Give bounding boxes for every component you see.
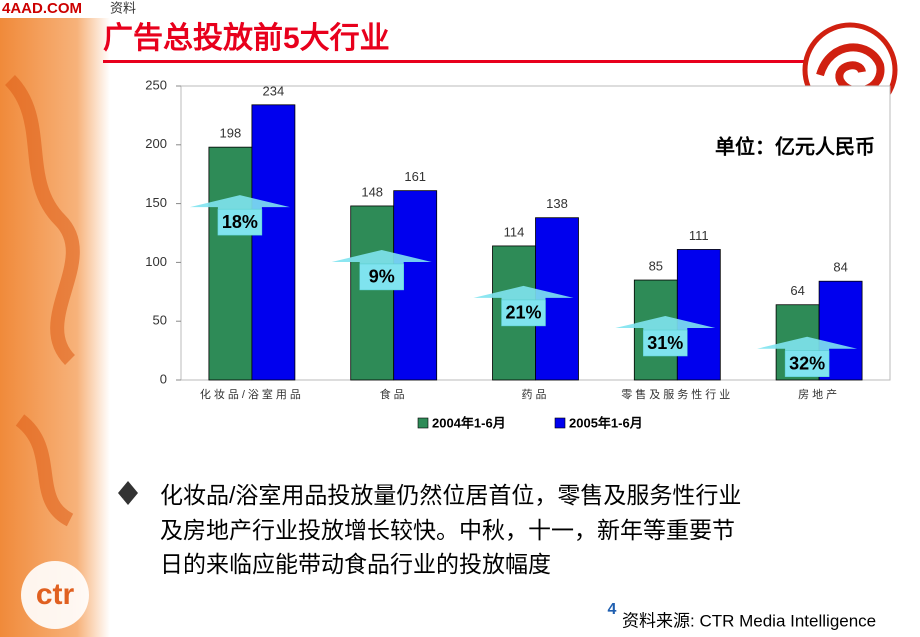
value-label: 85 (649, 258, 663, 273)
x-tick-label: 零售及服务性行业 (621, 387, 733, 401)
slide-title: 广告总投放前5大行业 (103, 22, 390, 55)
growth-label: 32% (789, 353, 825, 373)
growth-box (643, 329, 688, 357)
growth-box (784, 350, 830, 377)
x-tick-label: 食品 (380, 387, 408, 401)
growth-box (501, 299, 546, 327)
value-label: 111 (689, 228, 709, 243)
value-label: 64 (790, 283, 804, 298)
value-label: 84 (833, 260, 847, 275)
y-tick-label: 0 (160, 371, 167, 386)
unit-label: 单位：亿元人民币 (715, 134, 875, 158)
bar (350, 205, 395, 381)
x-tick-label: 药品 (522, 388, 550, 401)
bar (208, 146, 253, 381)
page-number: 4 (608, 601, 617, 618)
x-tick-label: 房地产 (798, 387, 840, 401)
value-label: 148 (361, 184, 383, 199)
side-pattern (4, 75, 80, 527)
source-note: 资料来源: CTR Media Intelligence (622, 611, 876, 630)
growth-label: 21% (505, 303, 541, 323)
value-label: 114 (504, 224, 525, 239)
y-tick-label: 100 (145, 254, 167, 269)
y-tick-label: 200 (145, 136, 167, 151)
y-tick-label: 250 (145, 77, 167, 92)
value-label: 234 (263, 83, 285, 98)
bullet-icon (118, 481, 138, 505)
growth-label: 18% (222, 212, 258, 232)
bullet-text: 及房地产行业投放增长较快。中秋，十一，新年等重要节 (160, 517, 735, 543)
bar (676, 249, 721, 381)
logo-bg (0, 0, 140, 18)
x-tick-label: 化妆品/浴室用品 (200, 387, 304, 401)
title-rule (103, 60, 823, 63)
value-label: 138 (546, 196, 568, 211)
value-label: 161 (404, 169, 426, 184)
bullet-text: 日的来临应能带动食品行业的投放幅度 (160, 551, 551, 577)
brand-logo-text: ctr (36, 578, 75, 611)
bar (535, 217, 579, 381)
growth-box (217, 208, 263, 236)
value-label: 198 (220, 126, 242, 141)
site-logo: 4AAD.COM (2, 0, 82, 17)
growth-label: 31% (647, 333, 683, 353)
brand-logo (21, 561, 89, 629)
site-logo-suffix: 资料 (110, 0, 136, 15)
growth-label: 9% (369, 267, 395, 287)
growth-box (359, 263, 404, 291)
legend-label: 2005年1-6月 (569, 415, 643, 430)
legend-label: 2004年1-6月 (432, 415, 506, 430)
y-tick-label: 150 (145, 195, 167, 210)
legend-swatch (554, 417, 566, 429)
legend-swatch (417, 417, 429, 429)
bar (251, 104, 296, 381)
bullet-text: 化妆品/浴室用品投放量仍然位居首位，零售及服务性行业 (160, 482, 741, 508)
y-tick-label: 50 (153, 313, 167, 328)
